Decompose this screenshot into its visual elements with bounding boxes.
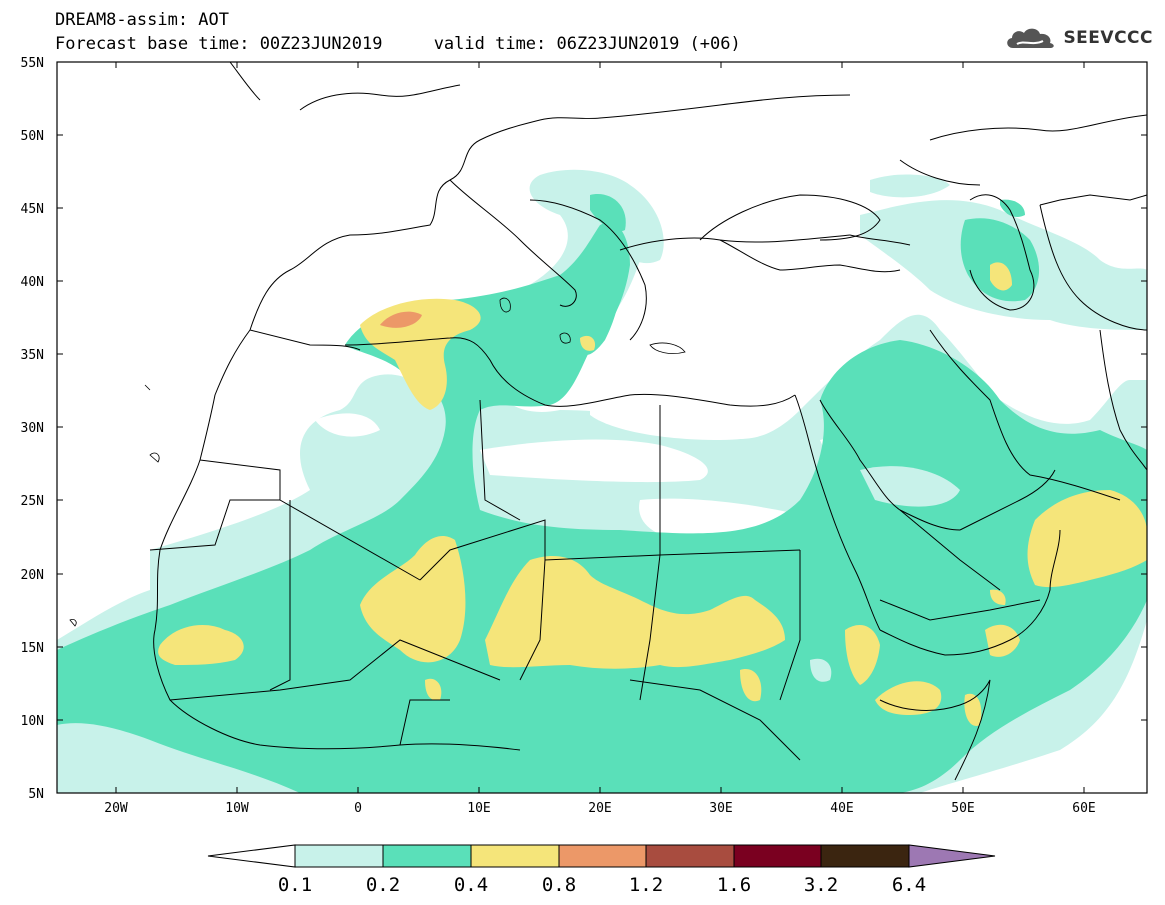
aot-level-0-4 — [158, 262, 1147, 726]
cloud-icon — [1007, 28, 1055, 48]
colorbar-label-3-2: 3.2 — [804, 874, 838, 896]
colorbar-swatch-3 — [470, 844, 560, 868]
lon-label-20e: 20E — [588, 801, 611, 816]
colorbar-swatch-2 — [382, 844, 472, 868]
lat-label-25n: 25N — [21, 494, 44, 509]
lat-tick-labels: 55N 50N 45N 40N 35N 30N 25N 20N 15N 10N … — [21, 56, 44, 802]
lat-label-35n: 35N — [21, 348, 44, 363]
aot-level-0-8 — [380, 311, 422, 328]
lat-label-45n: 45N — [21, 202, 44, 217]
colorbar — [207, 844, 996, 868]
colorbar-low-arrow — [207, 844, 296, 868]
seevccc-logo: SEEVCCC — [1003, 24, 1153, 52]
chart-subtitle: Forecast base time: 00Z23JUN2019 valid t… — [55, 34, 741, 54]
lon-label-60e: 60E — [1072, 801, 1095, 816]
colorbar-swatch-6 — [733, 844, 822, 868]
lon-tick-labels: 20W 10W 0 10E 20E 30E 40E 50E 60E — [104, 801, 1095, 816]
lat-label-20n: 20N — [21, 568, 44, 583]
country-borders — [149, 62, 1147, 781]
colorbar-swatch-7 — [820, 844, 910, 868]
lat-label-15n: 15N — [21, 641, 44, 656]
lon-label-10w: 10W — [225, 801, 249, 816]
colorbar-swatch-1 — [294, 844, 384, 868]
colorbar-label-1-6: 1.6 — [717, 874, 751, 896]
islands — [69, 297, 686, 627]
colorbar-label-0-2: 0.2 — [366, 874, 400, 896]
lon-label-20w: 20W — [104, 801, 128, 816]
lat-label-40n: 40N — [21, 275, 44, 290]
logo-text: SEEVCCC — [1063, 28, 1153, 48]
lat-label-55n: 55N — [21, 56, 44, 71]
lon-label-0: 0 — [354, 801, 362, 816]
lat-label-50n: 50N — [21, 129, 44, 144]
lat-label-30n: 30N — [21, 421, 44, 436]
colorbar-swatch-4 — [558, 844, 647, 868]
colorbar-labels: 0.1 0.2 0.4 0.8 1.2 1.6 3.2 6.4 — [278, 874, 926, 896]
colorbar-label-0-1: 0.1 — [278, 874, 312, 896]
lon-label-50e: 50E — [951, 801, 974, 816]
lon-label-30e: 30E — [709, 801, 732, 816]
colorbar-label-6-4: 6.4 — [892, 874, 926, 896]
colorbar-swatch-5 — [645, 844, 735, 868]
axis-ticks — [57, 61, 1147, 794]
aot-field — [57, 62, 1147, 793]
colorbar-label-0-4: 0.4 — [454, 874, 488, 896]
chart-title: DREAM8-assim: AOT — [55, 10, 229, 30]
lat-label-10n: 10N — [21, 714, 44, 729]
lon-label-40e: 40E — [830, 801, 853, 816]
colorbar-high-arrow — [908, 844, 996, 868]
lat-label-5n: 5N — [28, 787, 44, 802]
colorbar-label-0-8: 0.8 — [542, 874, 576, 896]
colorbar-label-1-2: 1.2 — [629, 874, 663, 896]
lon-label-10e: 10E — [467, 801, 490, 816]
